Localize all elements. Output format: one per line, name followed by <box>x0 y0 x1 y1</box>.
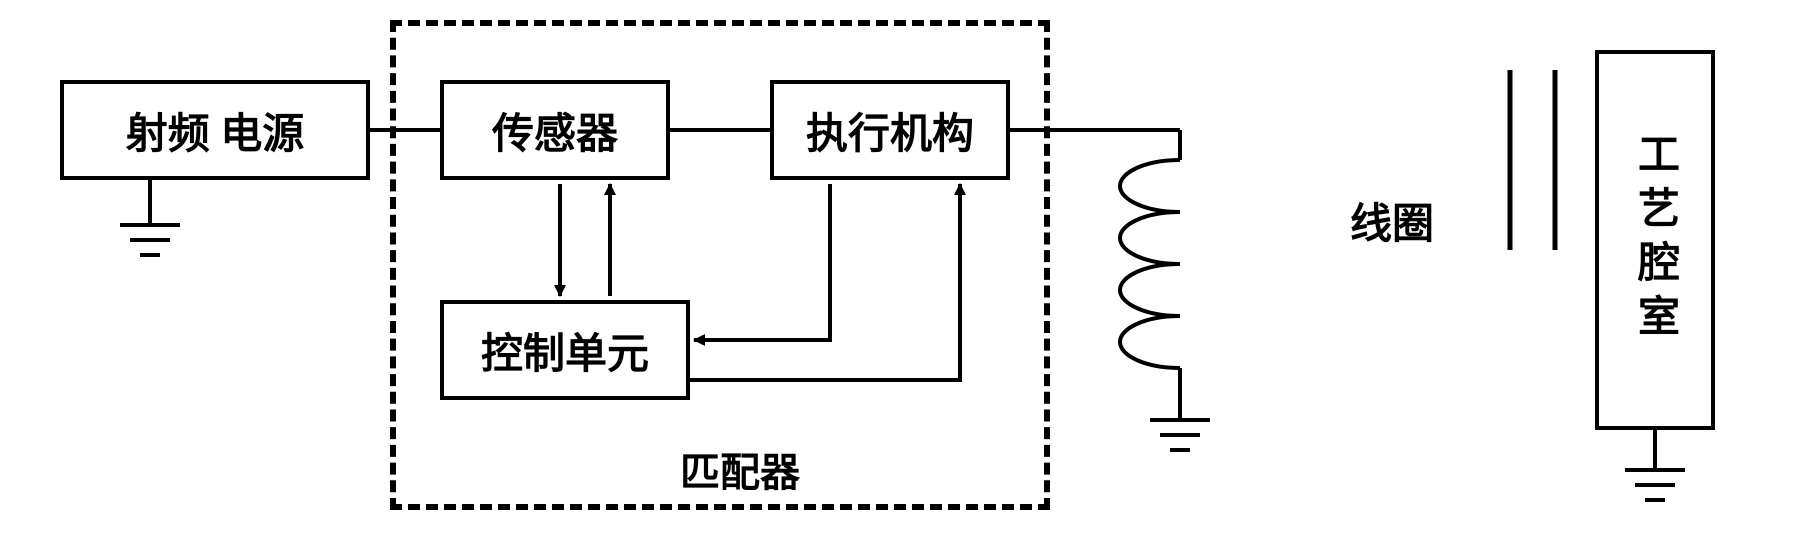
barrier-lines <box>1510 70 1555 250</box>
arrow-actuator-to-controller <box>694 184 830 340</box>
ground-coil <box>1150 395 1210 450</box>
ground-chamber <box>1625 430 1685 500</box>
coil-icon <box>1120 130 1180 395</box>
wiring-overlay <box>0 0 1795 540</box>
diagram-canvas: 匹配器 射频 电源 传感器 执行机构 控制单元 工艺腔室 线圈 <box>0 0 1795 540</box>
arrow-controller-to-actuator <box>690 184 960 380</box>
ground-rf <box>120 180 180 255</box>
